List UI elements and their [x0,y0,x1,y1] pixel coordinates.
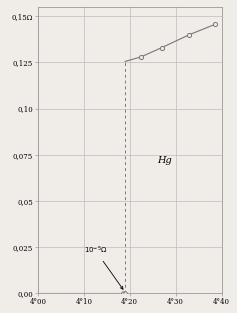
Text: Hg: Hg [157,156,172,165]
Text: $10^{-5}\Omega$: $10^{-5}\Omega$ [84,245,123,289]
